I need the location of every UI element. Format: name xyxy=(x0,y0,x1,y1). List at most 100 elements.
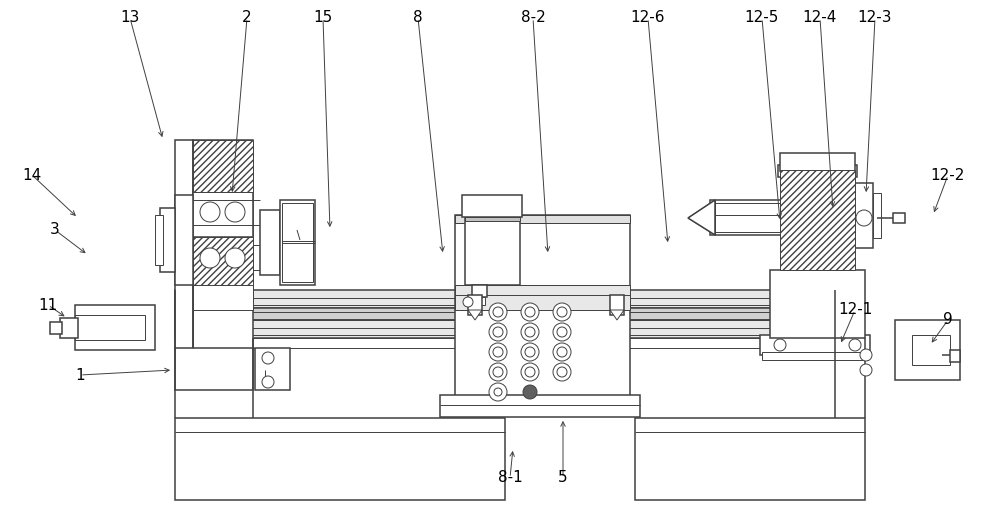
Text: 12-2: 12-2 xyxy=(931,167,965,182)
Bar xyxy=(472,285,487,297)
Text: 9: 9 xyxy=(943,312,953,327)
Bar xyxy=(175,290,835,308)
Bar xyxy=(175,140,193,350)
Bar xyxy=(160,208,175,272)
Circle shape xyxy=(489,363,507,381)
Text: 13: 13 xyxy=(120,10,140,25)
Circle shape xyxy=(521,303,539,321)
Circle shape xyxy=(525,347,535,357)
Bar xyxy=(873,193,881,238)
Text: 11: 11 xyxy=(38,297,58,312)
Bar xyxy=(465,215,520,285)
Circle shape xyxy=(225,202,245,222)
Text: 5: 5 xyxy=(558,470,568,485)
Polygon shape xyxy=(688,200,715,235)
Circle shape xyxy=(489,383,507,401)
Bar xyxy=(282,203,313,282)
Bar xyxy=(193,237,253,285)
Circle shape xyxy=(856,210,872,226)
Circle shape xyxy=(521,343,539,361)
Bar xyxy=(895,320,960,380)
Circle shape xyxy=(489,323,507,341)
Bar xyxy=(610,295,624,315)
Text: 14: 14 xyxy=(22,167,42,182)
Circle shape xyxy=(557,307,567,317)
Bar xyxy=(778,165,857,177)
Text: 8: 8 xyxy=(413,10,423,25)
Bar xyxy=(950,350,960,362)
Circle shape xyxy=(262,352,274,364)
Circle shape xyxy=(521,363,539,381)
Text: 8-1: 8-1 xyxy=(498,470,522,485)
Bar xyxy=(193,140,253,192)
Circle shape xyxy=(557,327,567,337)
Circle shape xyxy=(493,307,503,317)
Bar xyxy=(455,215,630,400)
Bar xyxy=(280,200,315,285)
Bar xyxy=(780,153,855,171)
Circle shape xyxy=(553,303,571,321)
Circle shape xyxy=(225,248,245,268)
Bar xyxy=(60,318,78,338)
Text: 3: 3 xyxy=(50,223,60,237)
Polygon shape xyxy=(610,310,624,320)
Circle shape xyxy=(525,367,535,377)
Circle shape xyxy=(860,349,872,361)
Bar xyxy=(912,335,950,365)
Bar xyxy=(175,348,253,390)
Bar xyxy=(75,315,145,340)
Circle shape xyxy=(489,343,507,361)
Bar xyxy=(193,285,253,310)
Bar xyxy=(50,322,62,334)
Bar xyxy=(762,352,868,360)
Circle shape xyxy=(463,297,473,307)
Text: 1: 1 xyxy=(75,367,85,382)
Text: 2: 2 xyxy=(242,10,252,25)
Text: 12-4: 12-4 xyxy=(803,10,837,25)
Bar xyxy=(193,192,253,237)
Bar xyxy=(255,348,290,390)
Bar xyxy=(474,297,485,305)
Text: 15: 15 xyxy=(313,10,333,25)
Bar xyxy=(780,170,855,270)
Bar xyxy=(440,395,640,417)
Bar xyxy=(712,203,783,232)
Bar xyxy=(175,320,835,338)
Circle shape xyxy=(494,388,502,396)
Bar xyxy=(260,210,280,275)
Bar xyxy=(175,195,193,285)
Circle shape xyxy=(557,347,567,357)
Text: 12-6: 12-6 xyxy=(631,10,665,25)
Bar xyxy=(635,418,865,500)
Circle shape xyxy=(489,303,507,321)
Bar xyxy=(760,335,870,355)
Circle shape xyxy=(493,327,503,337)
Circle shape xyxy=(774,339,786,351)
Polygon shape xyxy=(468,310,482,320)
Text: 12-5: 12-5 xyxy=(745,10,779,25)
Bar xyxy=(75,305,155,350)
Bar xyxy=(175,418,505,500)
Circle shape xyxy=(493,347,503,357)
Circle shape xyxy=(849,339,861,351)
Bar xyxy=(455,285,630,310)
Circle shape xyxy=(557,367,567,377)
Circle shape xyxy=(860,364,872,376)
Circle shape xyxy=(521,323,539,341)
Circle shape xyxy=(525,327,535,337)
Circle shape xyxy=(553,323,571,341)
Bar xyxy=(893,213,905,223)
Bar xyxy=(155,215,163,265)
Bar xyxy=(175,308,835,320)
Bar xyxy=(465,217,520,221)
Bar xyxy=(468,295,482,315)
Circle shape xyxy=(262,376,274,388)
Bar xyxy=(193,140,253,350)
Bar xyxy=(855,183,873,248)
Text: 8-2: 8-2 xyxy=(521,10,545,25)
Bar xyxy=(455,215,630,223)
Text: 12-3: 12-3 xyxy=(858,10,892,25)
Circle shape xyxy=(553,343,571,361)
Bar xyxy=(175,338,835,348)
Bar xyxy=(800,195,855,233)
